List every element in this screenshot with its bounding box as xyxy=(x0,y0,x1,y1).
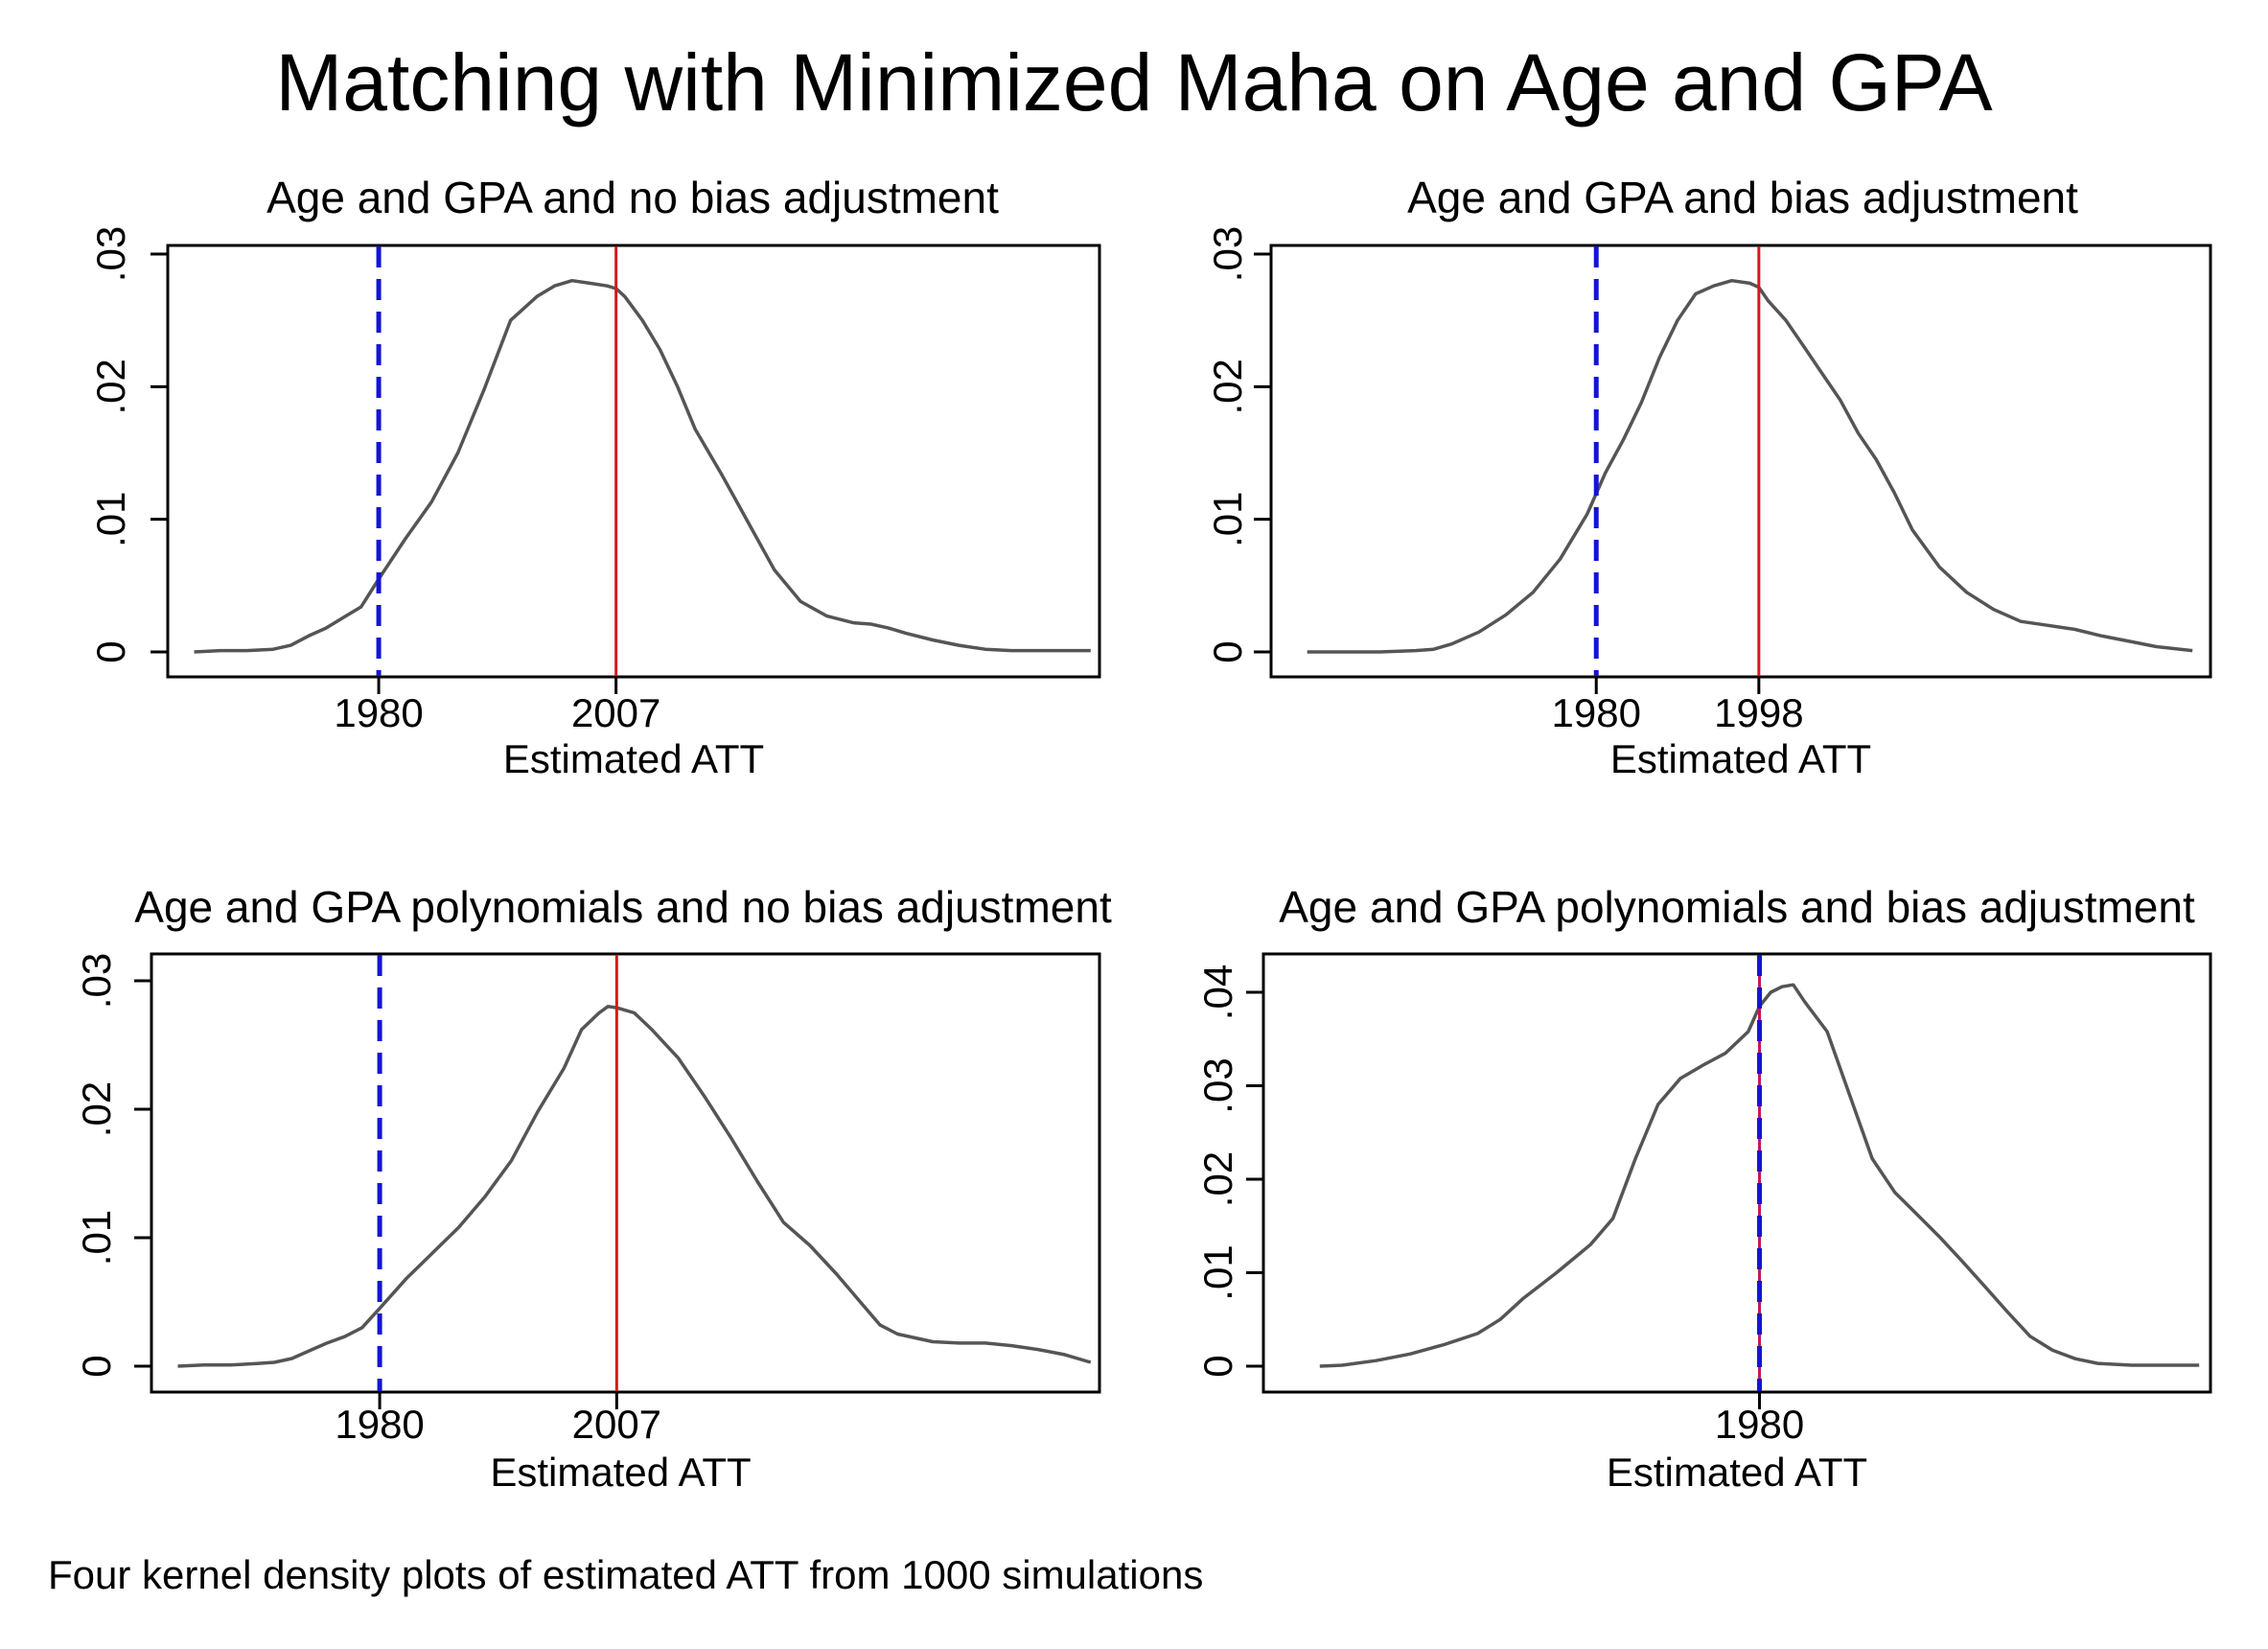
panel-top-left-y-tick-label: .03 xyxy=(88,226,133,282)
panel-top-left-y-tick-label: .02 xyxy=(88,359,133,414)
panel-top-right-density-curve xyxy=(1307,278,2193,654)
panel-bottom-right-panel-title: Age and GPA polynomials and bias adjustm… xyxy=(1279,882,2195,932)
panel-bottom-right-y-tick-label: 0 xyxy=(1195,1355,1240,1377)
panel-top-left-density-curve xyxy=(194,278,1091,654)
panel-top-left-panel-title: Age and GPA and no bias adjustment xyxy=(266,173,999,222)
panel-bottom-right-y-tick-label: .01 xyxy=(1195,1244,1240,1300)
panel-bottom-right-y-tick-label: .02 xyxy=(1195,1151,1240,1207)
panel-top-right-y-tick-label: .03 xyxy=(1205,226,1250,282)
panel-bottom-left-panel-title: Age and GPA polynomials and no bias adju… xyxy=(134,882,1112,932)
panel-bottom-left-x-tick-label: 2007 xyxy=(572,1402,661,1447)
panel-top-left-y-tick-label: .01 xyxy=(88,491,133,546)
panel-top-left-y-tick-label: 0 xyxy=(88,640,133,662)
panel-top-left-x-axis-label: Estimated ATT xyxy=(503,736,764,781)
panel-top-right-x-tick-label: 1980 xyxy=(1552,690,1641,735)
panel-top-left-plot-frame xyxy=(166,244,1101,679)
panel-top-right-x-axis-label: Estimated ATT xyxy=(1610,736,1871,781)
panel-top-right-y-tick-label: 0 xyxy=(1205,640,1250,662)
panel-top-right-y-tick-label: .01 xyxy=(1205,491,1250,546)
panel-top-right-plot-frame xyxy=(1269,244,2212,679)
panel-bottom-right-x-tick-label: 1980 xyxy=(1715,1402,1804,1447)
panel-bottom-left-plot-frame xyxy=(150,952,1101,1394)
panel-top-left-x-tick-label: 2007 xyxy=(571,690,660,735)
panel-bottom-left-x-axis-label: Estimated ATT xyxy=(490,1450,751,1495)
panel-bottom-right-y-tick-label: .03 xyxy=(1195,1057,1240,1113)
panel-top-right-y-tick-label: .02 xyxy=(1205,359,1250,414)
panel-bottom-right-y-tick-label: .04 xyxy=(1195,964,1240,1020)
panel-bottom-right-plot-frame xyxy=(1261,952,2212,1394)
panel-bottom-right-density-curve xyxy=(1319,983,2200,1368)
panel-top-right-x-tick-label: 1998 xyxy=(1714,690,1803,735)
panel-bottom-left-y-tick-label: .01 xyxy=(74,1210,119,1266)
panel-bottom-left-density-curve xyxy=(177,1005,1092,1368)
figure-title: Matching with Minimized Maha on Age and … xyxy=(275,37,1993,128)
panel-bottom-left-y-tick-label: 0 xyxy=(74,1355,119,1377)
panel-bottom-left-y-tick-label: .03 xyxy=(74,953,119,1009)
panel-top-left-x-tick-label: 1980 xyxy=(334,690,423,735)
panel-top-right-panel-title: Age and GPA and bias adjustment xyxy=(1407,173,2078,222)
panel-bottom-right-x-axis-label: Estimated ATT xyxy=(1607,1450,1867,1495)
figure-note: Four kernel density plots of estimated A… xyxy=(48,1552,1204,1597)
panel-bottom-left-x-tick-label: 1980 xyxy=(335,1402,424,1447)
panel-bottom-left-y-tick-label: .02 xyxy=(74,1081,119,1137)
